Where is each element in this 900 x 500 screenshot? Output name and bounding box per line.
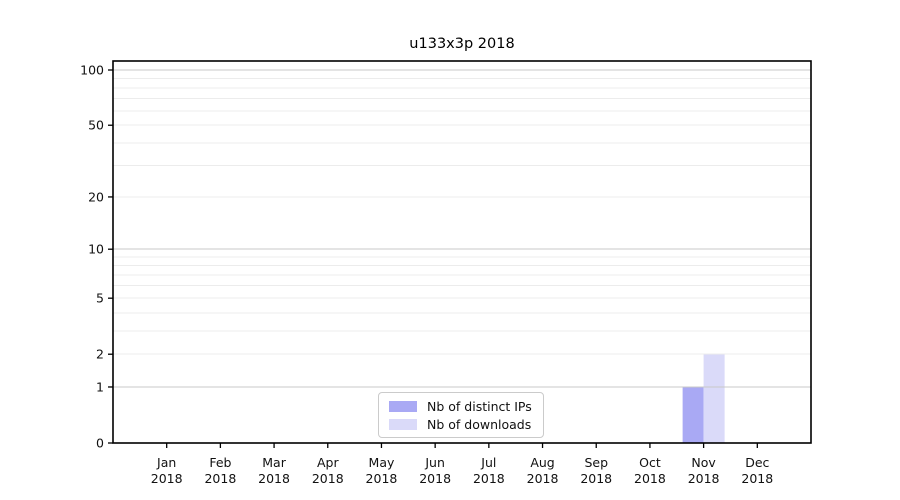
x-tick-label: Jul 2018: [473, 455, 505, 486]
x-tick-label: Aug 2018: [527, 455, 559, 486]
x-tick-label: Apr 2018: [312, 455, 344, 486]
legend-row: Nb of distinct IPs: [386, 398, 536, 416]
x-tick-label: Jan 2018: [151, 455, 183, 486]
x-tick-label: May 2018: [366, 455, 398, 486]
x-tick-label: Dec 2018: [741, 455, 773, 486]
legend-swatch-distinct-ips: [389, 401, 417, 413]
y-tick-label: 2: [96, 347, 104, 362]
legend: Nb of distinct IPs Nb of downloads: [378, 392, 544, 438]
y-tick-label: 50: [88, 118, 104, 133]
y-tick-label: 20: [88, 189, 104, 204]
chart-title: u133x3p 2018: [409, 36, 515, 52]
x-tick-label: Jun 2018: [419, 455, 451, 486]
y-tick-label: 100: [80, 63, 104, 78]
y-tick-label: 0: [96, 436, 104, 451]
x-tick-label: Sep 2018: [580, 455, 612, 486]
x-tick-label: Oct 2018: [634, 455, 666, 486]
bar-nb-of-downloads: [703, 354, 725, 443]
x-tick-label: Nov 2018: [688, 455, 720, 486]
legend-swatch-downloads: [389, 418, 417, 430]
legend-label: Nb of distinct IPs: [427, 399, 532, 415]
x-tick-label: Feb 2018: [204, 455, 236, 486]
plot-border: [112, 60, 812, 444]
legend-label: Nb of downloads: [427, 416, 532, 432]
y-tick-label: 10: [88, 242, 104, 257]
y-tick-label: 1: [96, 379, 104, 394]
y-tick-label: 5: [96, 291, 104, 306]
x-tick-label: Mar 2018: [258, 455, 290, 486]
legend-row: Nb of downloads: [386, 416, 536, 434]
bar-nb-of-distinct-ips: [682, 386, 704, 443]
